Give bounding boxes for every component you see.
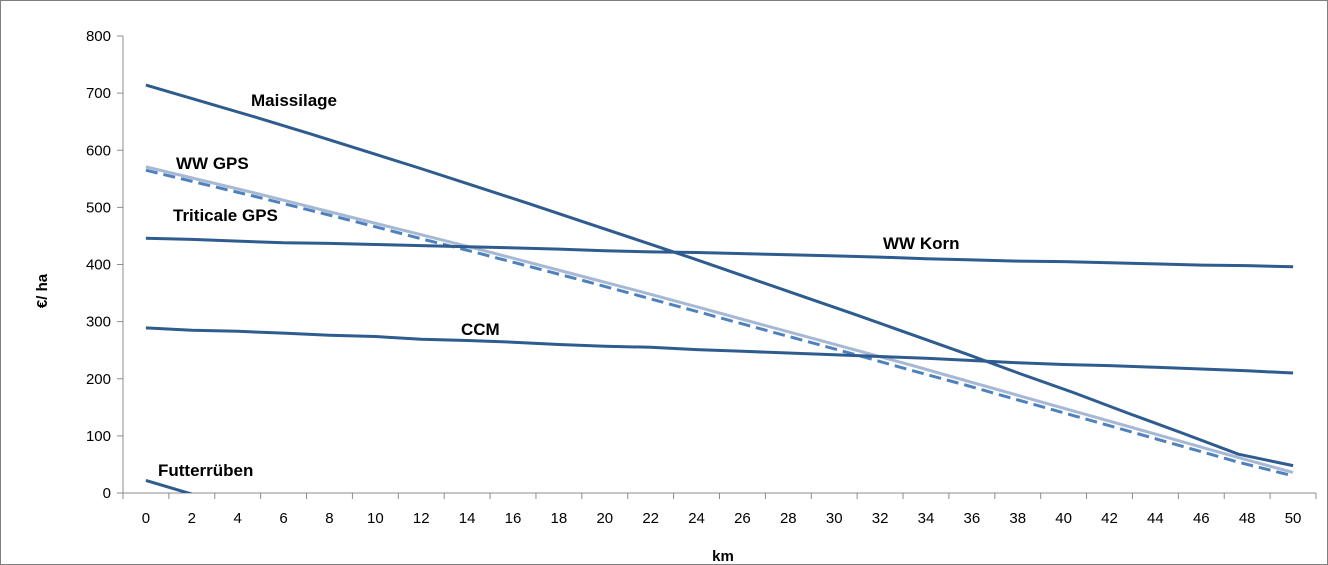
y-tick-label: 800 — [86, 28, 111, 45]
series-label-ww-gps: WW GPS — [176, 154, 249, 173]
y-tick-label: 0 — [103, 485, 111, 502]
x-axis-title: km — [712, 548, 734, 564]
x-tick-label: 6 — [279, 510, 287, 527]
x-tick-label: 10 — [367, 510, 384, 527]
y-tick-label: 500 — [86, 199, 111, 216]
x-tick-label: 20 — [596, 510, 613, 527]
y-axis-title: €/ ha — [34, 273, 51, 308]
series-label-maissilage: Maissilage — [251, 91, 337, 110]
y-tick-label: 300 — [86, 314, 111, 331]
x-tick-label: 32 — [872, 510, 889, 527]
series-line-ccm — [145, 326, 1294, 375]
x-tick-label: 28 — [780, 510, 797, 527]
x-tick-label: 30 — [826, 510, 843, 527]
x-tick-label: 26 — [734, 510, 751, 527]
x-tick-label: 16 — [505, 510, 522, 527]
x-axis-ticks: 0 2 4 6 8 10 12 14 16 18 20 22 24 26 28 30 32 34 36 38 40 42 4… — [122, 493, 1317, 527]
x-tick-label: 34 — [918, 510, 935, 527]
series-line-ww-korn — [145, 236, 1294, 269]
x-tick-label: 44 — [1147, 510, 1164, 527]
x-tick-label: 42 — [1101, 510, 1118, 527]
y-tick-label: 100 — [86, 428, 111, 445]
x-tick-label: 18 — [551, 510, 568, 527]
x-tick-label: 22 — [642, 510, 659, 527]
series-label-triticale-gps: Triticale GPS — [173, 206, 278, 225]
series-label-ww-korn: WW Korn — [883, 234, 959, 253]
x-tick-label: 24 — [688, 510, 705, 527]
y-tick-label: 200 — [86, 371, 111, 388]
x-tick-label: 4 — [234, 510, 242, 527]
x-tick-label: 40 — [1055, 510, 1072, 527]
x-tick-label: 12 — [413, 510, 430, 527]
y-tick-label: 700 — [86, 85, 111, 102]
x-tick-label: 8 — [325, 510, 333, 527]
y-tick-label: 600 — [86, 142, 111, 159]
series-line-ww-gps — [145, 165, 1294, 474]
x-tick-label: 48 — [1239, 510, 1256, 527]
series-label-ccm: CCM — [461, 320, 500, 339]
y-axis-ticks: 0 100 200 300 400 500 600 700 800 — [86, 28, 123, 502]
x-tick-label: 38 — [1009, 510, 1026, 527]
series-line-futterr-ben — [145, 478, 193, 493]
x-tick-label: 46 — [1193, 510, 1210, 527]
series-label-futterr-ben: Futterrüben — [158, 461, 253, 480]
series-labels: Maissilage WW GPS Triticale GPS WW Korn CCM F… — [158, 91, 959, 480]
series-line-triticale-gps — [145, 168, 1294, 478]
x-tick-label: 0 — [142, 510, 150, 527]
series-line-maissilage — [145, 83, 1294, 468]
x-tick-label: 50 — [1285, 510, 1302, 527]
x-tick-label: 36 — [964, 510, 981, 527]
x-tick-label: 14 — [459, 510, 476, 527]
x-tick-label: 2 — [188, 510, 196, 527]
series-lines — [145, 83, 1294, 493]
y-tick-label: 400 — [86, 257, 111, 274]
